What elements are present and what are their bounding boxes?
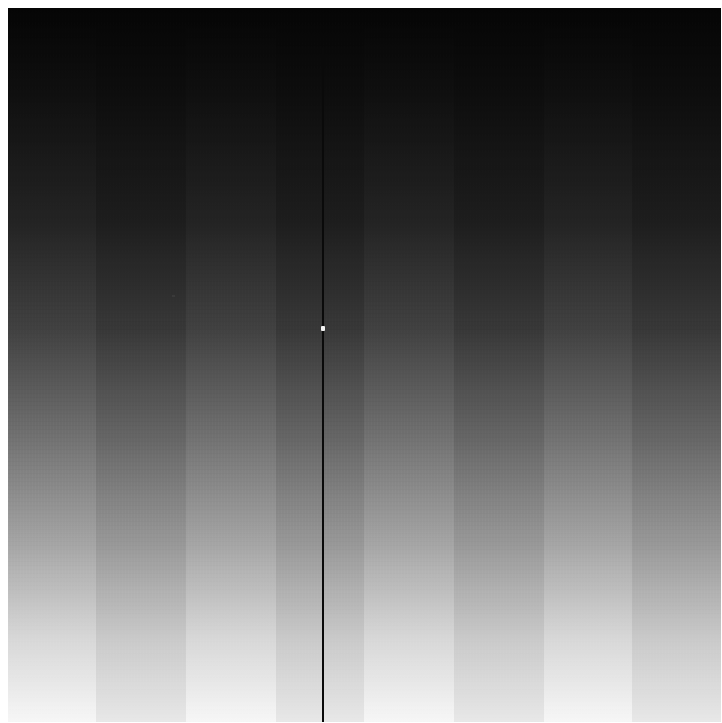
- noise-overlay: [8, 8, 721, 722]
- sensor-image: [8, 8, 721, 722]
- hot-pixel: [321, 326, 325, 331]
- column-band: [8, 8, 96, 722]
- column-band: [96, 8, 186, 722]
- column-band: [454, 8, 544, 722]
- column-band: [632, 8, 721, 722]
- column-band: [544, 8, 632, 722]
- column-band: [364, 8, 454, 722]
- dust-speck: [172, 295, 175, 297]
- dead-column-line: [322, 48, 324, 722]
- column-band: [186, 8, 276, 722]
- column-band: [276, 8, 364, 722]
